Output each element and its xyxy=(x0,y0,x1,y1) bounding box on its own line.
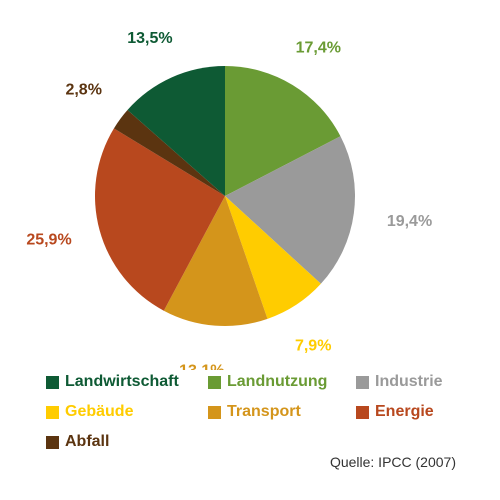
legend-label: Energie xyxy=(375,403,434,420)
legend-label: Gebäude xyxy=(65,403,134,420)
legend-item-energie: Energie xyxy=(356,403,434,421)
pie-slice-transport xyxy=(163,196,268,327)
legend-label: Transport xyxy=(227,403,301,420)
pie-slice-energie xyxy=(94,128,225,311)
source-note: Quelle: IPCC (2007) xyxy=(329,454,456,470)
slice-label-gebäude: 7,9% xyxy=(295,337,331,354)
legend-item-transport: Transport xyxy=(208,403,301,421)
pie-slice-industrie xyxy=(225,136,356,284)
legend-swatch xyxy=(208,375,221,389)
legend-item-landwirtschaft: Landwirtschaft xyxy=(46,373,179,391)
legend-swatch xyxy=(46,435,59,449)
slice-label-landnutzung: 17,4% xyxy=(296,40,341,57)
legend-label: Industrie xyxy=(375,373,443,390)
legend-swatch xyxy=(356,375,369,389)
legend-item-abfall: Abfall xyxy=(46,433,109,451)
pie-slice-abfall xyxy=(113,110,225,196)
legend-swatch xyxy=(46,405,59,419)
slice-label-abfall: 2,8% xyxy=(65,81,101,98)
legend-label: Abfall xyxy=(65,433,110,450)
legend-item-landnutzung: Landnutzung xyxy=(208,373,327,391)
legend-swatch xyxy=(208,405,221,419)
legend-swatch xyxy=(356,405,369,419)
slice-label-energie: 25,9% xyxy=(26,231,71,248)
legend-item-industrie: Industrie xyxy=(356,373,443,391)
legend-swatch xyxy=(46,375,59,389)
legend-item-gebäude: Gebäude xyxy=(46,403,133,421)
pie-slice-landwirtschaft xyxy=(127,66,225,196)
legend-label: Landnutzung xyxy=(227,373,328,390)
slice-label-transport: 13,1% xyxy=(179,363,224,371)
slice-label-industrie: 19,4% xyxy=(387,213,432,230)
pie-slice-landnutzung xyxy=(225,66,341,196)
pie-slice-gebäude xyxy=(225,196,321,319)
legend-label: Landwirtschaft xyxy=(65,373,179,390)
pie-chart: 17,4% 19,4% 7,9% 13,1% 25,9% 2,8% 13,5% xyxy=(26,30,432,371)
slice-label-landwirtschaft: 13,5% xyxy=(127,30,172,47)
